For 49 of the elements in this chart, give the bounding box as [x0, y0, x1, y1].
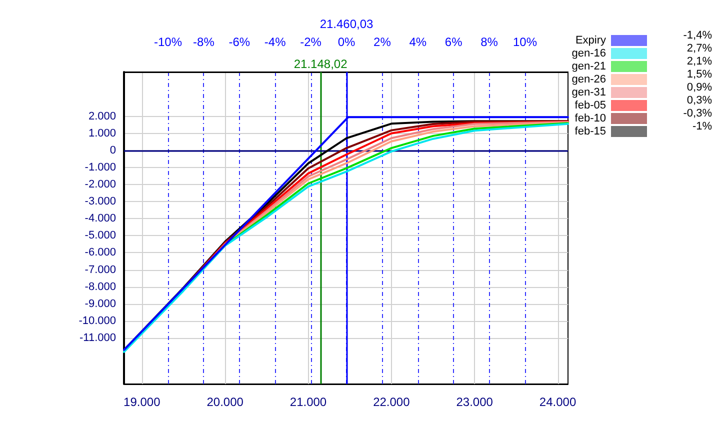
text: 0,3% [686, 94, 712, 106]
x2-tick-label: -4% [264, 35, 286, 49]
y-tick-label: -5.000 [84, 230, 116, 242]
x2-tick-label: -6% [228, 35, 250, 49]
y-tick-label: -8.000 [84, 280, 116, 293]
x2-tick-label: 4% [409, 35, 427, 49]
x2-tick-label: -8% [193, 35, 215, 49]
y-tick-label: 2.000 [88, 110, 116, 122]
ref-line-label: 21.148,02 [294, 57, 348, 71]
text: 2,7% [686, 42, 712, 54]
legend-label: feb-05 [574, 100, 606, 112]
x-tick-label: 20.000 [206, 395, 244, 409]
x-tick-label: 24.000 [539, 395, 576, 409]
y-tick-label: -3.000 [84, 196, 116, 208]
text: 2,1% [686, 56, 712, 68]
text: 0,9% [686, 82, 712, 94]
text: -1% [692, 120, 712, 132]
x2-tick-label: -2% [300, 35, 322, 49]
y-tick-label: -9.000 [84, 298, 116, 310]
y-tick-label: -11.000 [80, 332, 116, 344]
legend-label: Expiry [575, 34, 606, 46]
text: -0,3% [683, 108, 712, 120]
y-tick-label: -7.000 [84, 264, 116, 276]
legend-label: gen-21 [572, 60, 606, 72]
y-tick-label: -2.000 [84, 178, 116, 191]
x-tick-label: 23.000 [456, 395, 494, 409]
x-tick-label: 22.000 [373, 395, 410, 409]
y-tick-label: -6.000 [84, 246, 116, 259]
legend-label: gen-31 [572, 86, 606, 98]
legend-label: feb-10 [574, 112, 606, 124]
y-tick-label: 1.000 [88, 127, 116, 140]
x2-tick-label: 2% [374, 35, 392, 49]
x-tick-label: 19.000 [124, 395, 161, 409]
x2-tick-label: 6% [444, 35, 463, 49]
x2-tick-label: 10% [512, 35, 538, 49]
text: 1,5% [686, 68, 712, 80]
x2-tick-label: -10% [154, 35, 182, 49]
y-tick-label: -1.000 [84, 161, 116, 174]
legend-label: gen-26 [572, 74, 606, 86]
legend-label: feb-15 [574, 126, 606, 138]
text: -1,4% [683, 30, 712, 42]
x2-tick-label: 0% [338, 35, 356, 49]
legend-label: gen-16 [572, 48, 606, 60]
ref-line-label: 21.460,03 [320, 17, 374, 31]
x2-tick-label: 8% [480, 35, 498, 49]
x-tick-label: 21.000 [290, 395, 327, 409]
y-tick-label: -4.000 [84, 212, 116, 225]
y-tick-label: -10.000 [78, 314, 116, 327]
y-tick-label: 0 [110, 144, 116, 156]
